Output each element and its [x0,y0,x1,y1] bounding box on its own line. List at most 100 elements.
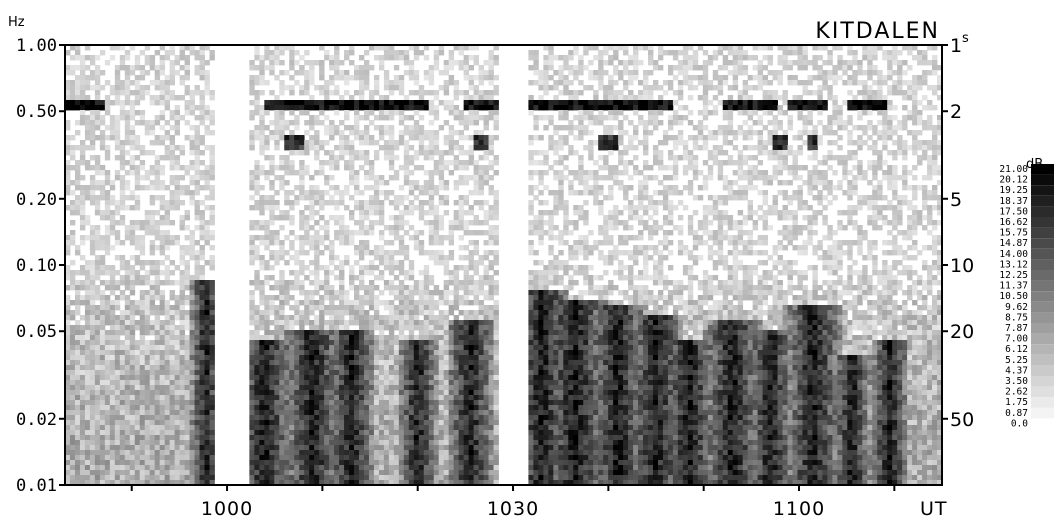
spectrogram-cell [89,315,96,321]
spectrogram-cell [204,410,210,416]
spectrogram-cell [274,460,280,466]
spectrogram-cell [264,195,270,201]
spectrogram-cell [403,115,410,121]
spectrogram-cell [378,350,385,356]
spectrogram-cell [448,225,455,231]
spectrogram-cell [204,180,210,186]
spectrogram-cell [363,325,370,331]
spectrogram-cell [264,430,270,436]
spectrogram-cell [368,415,375,421]
spectrogram-cell [398,415,405,421]
spectrogram-cell [358,220,365,226]
spectrogram-cell [393,425,400,431]
spectrogram-cell [264,360,270,366]
spectrogram-cell [294,425,300,431]
spectrogram-cell [319,70,325,76]
spectrogram-cell [69,400,76,406]
spectrogram-cell [423,290,430,296]
spectrogram-cell [279,45,285,51]
spectrogram-cell [428,305,435,311]
spectrogram-cell [139,455,146,461]
spectrogram-cell [259,295,265,301]
spectrogram-cell [284,370,290,376]
spectrogram-cell [423,370,430,376]
spectrogram-cell [199,410,205,416]
spectrogram-cell [289,75,295,81]
spectrogram-cell [358,205,365,211]
spectrogram-cell [184,215,190,221]
spectrogram-cell [159,195,166,201]
spectrogram-cell [373,205,380,211]
spectrogram-cell [388,340,395,346]
spectrogram-cell [79,350,86,356]
spectrogram-cell [433,405,440,411]
spectrogram-cell [309,125,315,131]
spectrogram-cell [418,240,425,246]
spectrogram-cell [368,465,375,471]
spectrogram-cell [199,245,205,251]
spectrogram-cell [204,80,210,86]
spectrogram-cell [164,255,171,261]
spectrogram-cell [69,260,76,266]
spectrogram-cell [169,160,176,166]
spectrogram-cell [428,150,435,156]
spectrogram-cell [184,390,190,396]
spectrogram-cell [319,285,325,291]
spectrogram-cell [373,265,380,271]
spectrogram-cell [159,465,166,471]
spectrogram-cell [279,210,285,216]
spectrogram-cell [423,335,430,341]
spectrogram-cell [329,300,335,306]
spectrogram-cell [279,405,285,411]
spectrogram-cell [349,150,355,156]
spectrogram-cell [433,315,440,321]
spectrogram-cell [438,350,445,356]
spectrogram-cell [159,435,166,441]
spectrogram-cell [254,45,260,51]
spectrogram-cell [249,80,255,86]
spectrogram-cell [368,185,375,191]
spectrogram-cell [259,390,265,396]
spectrogram-cell [254,205,260,211]
spectrogram-cell [144,450,151,456]
spectrogram-cell [363,300,370,306]
spectrogram-cell [199,445,205,451]
spectrogram-cell [149,290,156,296]
spectrogram-cell [393,455,400,461]
spectrogram-cell [428,375,435,381]
spectrogram-cell [249,355,255,361]
spectrogram-cell [324,275,330,281]
spectrogram-cell [453,445,460,451]
spectrogram-cell [149,320,156,326]
spectrogram-cell [398,330,405,336]
spectrogram-cell [74,400,81,406]
spectrogram-cell [204,455,210,461]
spectrogram-cell [413,380,420,386]
spectrogram-cell [334,265,340,271]
spectrogram-cell [368,170,375,176]
spectrogram-cell [433,325,440,331]
spectrogram-cell [373,325,380,331]
spectrogram-cell [144,315,151,321]
spectrogram-cell [184,60,190,66]
spectrogram-cell [329,125,335,131]
spectrogram-cell [299,70,305,76]
spectrogram-cell [368,295,375,301]
spectrogram-cell [383,225,390,231]
spectrogram-cell [79,220,86,226]
spectrogram-cell [443,260,450,266]
spectrogram-cell [299,445,305,451]
spectrogram-cell [69,180,76,186]
spectrogram-cell [154,415,161,421]
spectrogram-cell [344,340,350,346]
spectrogram-cell [139,360,146,366]
spectrogram-cell [299,320,305,326]
spectrogram-cell [284,335,290,341]
spectrogram-cell [463,175,470,181]
spectrogram-cell [104,410,111,416]
spectrogram-cell [69,205,76,211]
spectrogram-cell [398,315,405,321]
spectrogram-cell [184,210,190,216]
spectrogram-cell [199,75,205,81]
spectrogram-cell [309,385,315,391]
